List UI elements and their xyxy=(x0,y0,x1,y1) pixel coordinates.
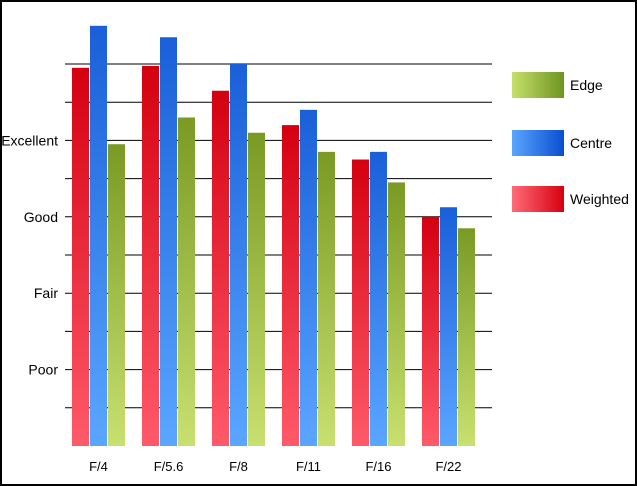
gridlines xyxy=(65,63,492,409)
bar-edge-f-16 xyxy=(388,182,405,447)
x-tick-labels: F/4 F/5.6 F/8 F/11 F/16 F/22 xyxy=(89,459,461,474)
y-tick-poor: Poor xyxy=(28,362,58,378)
bar-edge-f-5-6 xyxy=(178,117,195,446)
bar-weighted-f-22 xyxy=(422,216,439,446)
bar-centre-f-22 xyxy=(440,207,457,446)
bars xyxy=(72,25,475,447)
legend: Edge Centre Weighted xyxy=(512,72,629,212)
x-tick-f-11: F/11 xyxy=(296,459,321,474)
legend-label-centre: Centre xyxy=(570,135,612,151)
legend-swatch-centre xyxy=(512,130,564,156)
bar-centre-f-4 xyxy=(90,25,107,447)
bar-edge-f-11 xyxy=(318,151,335,447)
x-tick-f-22: F/22 xyxy=(435,459,461,474)
bar-edge-f-22 xyxy=(458,228,475,446)
legend-label-edge: Edge xyxy=(570,77,603,93)
x-tick-f-16: F/16 xyxy=(365,459,391,474)
y-tick-fair: Fair xyxy=(34,285,58,301)
bar-centre-f-8 xyxy=(230,64,247,446)
legend-swatch-weighted xyxy=(512,186,564,212)
bar-centre-f-11 xyxy=(300,109,317,446)
y-tick-labels: Poor Fair Good Excellent xyxy=(2,132,58,377)
y-tick-excellent: Excellent xyxy=(2,132,58,148)
bar-edge-f-4 xyxy=(108,144,125,446)
bar-weighted-f-5-6 xyxy=(142,65,159,446)
y-tick-good: Good xyxy=(24,209,58,225)
x-tick-f-4: F/4 xyxy=(89,459,108,474)
bar-centre-f-5-6 xyxy=(160,37,177,446)
x-tick-f-5-6: F/5.6 xyxy=(154,459,184,474)
legend-label-weighted: Weighted xyxy=(570,191,629,207)
legend-swatch-edge xyxy=(512,72,564,98)
bar-weighted-f-8 xyxy=(212,90,229,447)
bar-centre-f-16 xyxy=(370,151,387,447)
bar-weighted-f-16 xyxy=(352,159,369,446)
bar-weighted-f-4 xyxy=(72,67,89,446)
bar-weighted-f-11 xyxy=(282,125,299,447)
x-tick-f-8: F/8 xyxy=(229,459,248,474)
bar-edge-f-8 xyxy=(248,132,265,446)
